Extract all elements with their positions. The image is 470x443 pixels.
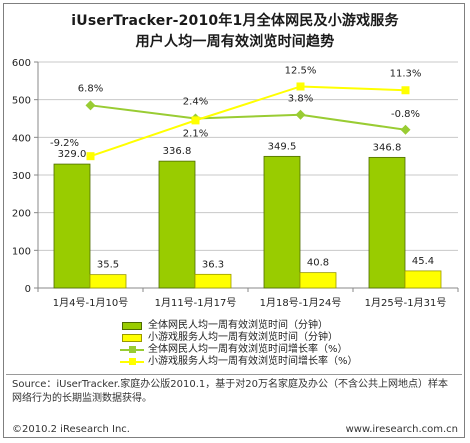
bar-game — [299, 272, 337, 289]
bar-game — [89, 274, 127, 289]
y-tick-label: 400 — [12, 133, 31, 144]
bar-game — [194, 273, 232, 289]
copyright: ©2010.2 iResearch Inc. — [12, 424, 130, 435]
line-game-label: 12.5% — [285, 65, 317, 76]
y-tick-label: 200 — [12, 209, 31, 220]
y-tick-label: 100 — [12, 246, 31, 257]
legend: 全体网民人均一周有效浏览时间（分钟） 小游戏服务人均一周有效浏览时间（分钟） 全… — [120, 320, 420, 368]
bar-all — [368, 156, 406, 289]
line-game-marker — [401, 86, 410, 95]
bar-all-label: 329.0 — [58, 149, 87, 160]
bar-game-label: 45.4 — [412, 256, 434, 267]
legend-item-line-all: 全体网民人均一周有效浏览时间增长率（%） — [120, 344, 420, 356]
y-tick-label: 0 — [25, 284, 31, 295]
chart-title-line1: iUserTracker-2010年1月全体网民及小游戏服务 — [71, 13, 399, 29]
bar-all — [53, 163, 91, 289]
source-note: Source：iUserTracker.家庭办公版2010.1，基于对20万名家… — [12, 379, 448, 404]
bar-all-label: 336.8 — [163, 146, 192, 157]
line-all-label: 2.4% — [183, 97, 208, 108]
legend-label-line-all: 全体网民人均一周有效浏览时间增长率（%） — [148, 344, 348, 355]
legend-item-bar-all: 全体网民人均一周有效浏览时间（分钟） — [120, 320, 420, 332]
bar-all-label: 346.8 — [373, 142, 402, 153]
bar-game-label: 36.3 — [202, 259, 224, 270]
line-all-growth — [90, 104, 406, 131]
legend-label-line-game: 小游戏服务人均一周有效浏览时间增长率（%） — [148, 356, 358, 367]
line-game-growth — [90, 85, 406, 158]
bar-game-label: 35.5 — [97, 260, 119, 271]
legend-marker-line-all — [129, 346, 136, 353]
line-game-label: -9.2% — [50, 138, 79, 149]
line-all-marker — [295, 109, 306, 120]
x-tick-label: 1月18号-1月24号 — [260, 297, 342, 309]
y-tick-label: 500 — [12, 96, 31, 107]
source-separator — [6, 374, 462, 375]
website-url: www.iresearch.com.cn — [345, 424, 458, 435]
bar-game-label: 40.8 — [307, 258, 329, 269]
line-game-label: 11.3% — [390, 68, 422, 79]
line-game-marker — [86, 152, 95, 161]
y-tick-label: 600 — [12, 58, 31, 69]
line-game-label: 2.1% — [183, 128, 208, 139]
legend-swatch-bar-game — [122, 334, 142, 342]
bar-all — [158, 160, 196, 289]
line-all-marker — [400, 124, 411, 135]
legend-label-bar-game: 小游戏服务人均一周有效浏览时间（分钟） — [148, 332, 338, 343]
line-game-marker — [296, 82, 305, 91]
line-all-label: 3.8% — [288, 94, 313, 105]
line-all-label: -0.8% — [391, 109, 420, 120]
x-tick-label: 1月25号-1月31号 — [365, 297, 447, 309]
line-all-label: 6.8% — [78, 83, 103, 94]
legend-swatch-bar-all — [122, 322, 142, 330]
x-tick-label: 1月4号-1月10号 — [53, 297, 128, 309]
legend-item-line-game: 小游戏服务人均一周有效浏览时间增长率（%） — [120, 356, 420, 368]
y-tick-label: 300 — [12, 171, 31, 182]
line-all-marker — [85, 100, 96, 111]
legend-label-bar-all: 全体网民人均一周有效浏览时间（分钟） — [148, 320, 328, 331]
bar-all — [263, 155, 301, 289]
legend-marker-line-game — [129, 358, 136, 365]
x-tick-label: 1月11号-1月17号 — [155, 297, 237, 309]
chart-title-line2: 用户人均一周有效浏览时间趋势 — [135, 34, 335, 50]
bar-all-label: 349.5 — [268, 141, 297, 152]
line-game-marker — [191, 116, 200, 125]
legend-item-bar-game: 小游戏服务人均一周有效浏览时间（分钟） — [120, 332, 420, 344]
bar-game — [404, 270, 442, 289]
